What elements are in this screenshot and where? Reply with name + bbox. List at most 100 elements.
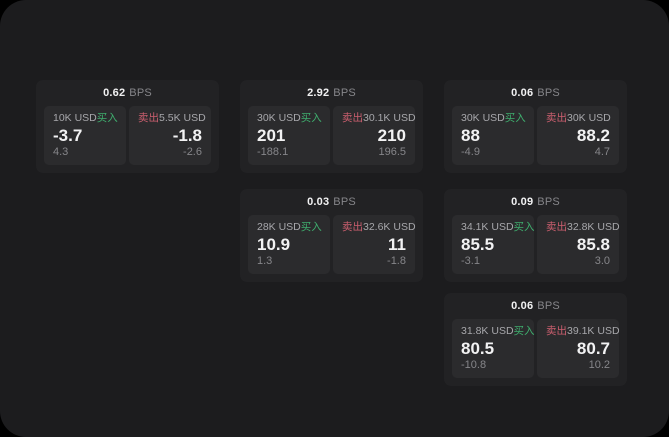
buy-sell-panels: 10K USD 买入 -3.7 4.3 卖出 5.5K USD -1.8 -2.… xyxy=(44,106,211,165)
sell-panel[interactable]: 卖出 32.8K USD 85.8 3.0 xyxy=(537,215,620,274)
quote-card: 0.03 BPS 28K USD 买入 10.9 1.3 卖出 32.6K USD… xyxy=(240,189,423,282)
sell-amount: 32.8K USD xyxy=(567,221,620,233)
sell-panel[interactable]: 卖出 30.1K USD 210 196.5 xyxy=(333,106,416,165)
sell-panel-header: 卖出 39.1K USD xyxy=(546,325,620,338)
buy-price: 88 xyxy=(461,126,480,145)
buy-side-label: 买入 xyxy=(513,221,535,233)
buy-price: 10.9 xyxy=(257,235,291,254)
sell-price: 85.8 xyxy=(576,235,610,254)
sell-delta: 196.5 xyxy=(378,146,406,158)
quote-card: 0.62 BPS 10K USD 买入 -3.7 4.3 卖出 5.5K USD … xyxy=(36,80,219,173)
bps-header: 0.62 BPS xyxy=(44,85,211,101)
sell-price: 210 xyxy=(377,126,406,145)
sell-panel-header: 卖出 5.5K USD xyxy=(138,112,206,125)
buy-panel[interactable]: 28K USD 买入 10.9 1.3 xyxy=(248,215,330,274)
sell-delta: -1.8 xyxy=(387,255,406,267)
buy-price: 80.5 xyxy=(461,339,495,358)
bps-unit-label: BPS xyxy=(537,300,560,312)
buy-delta: -4.9 xyxy=(461,146,480,158)
quote-card: 0.06 BPS 30K USD 买入 88 -4.9 卖出 30K USD 88… xyxy=(444,80,627,173)
sell-panel[interactable]: 卖出 5.5K USD -1.8 -2.6 xyxy=(129,106,211,165)
buy-delta: 4.3 xyxy=(53,146,69,158)
bps-unit-label: BPS xyxy=(333,196,356,208)
sell-panel-header: 卖出 32.6K USD xyxy=(342,221,416,234)
buy-panel[interactable]: 31.8K USD 买入 80.5 -10.8 xyxy=(452,319,535,378)
sell-panel[interactable]: 卖出 30K USD 88.2 4.7 xyxy=(537,106,619,165)
bps-value: 0.62 xyxy=(103,87,126,99)
sell-panel-header: 卖出 30.1K USD xyxy=(342,112,416,125)
quote-card: 2.92 BPS 30K USD 买入 201 -188.1 卖出 30.1K U… xyxy=(240,80,423,173)
sell-panel-header: 卖出 32.8K USD xyxy=(546,221,620,234)
buy-sell-panels: 30K USD 买入 201 -188.1 卖出 30.1K USD 210 1… xyxy=(248,106,416,165)
buy-panel[interactable]: 30K USD 买入 201 -188.1 xyxy=(248,106,330,165)
buy-delta: -10.8 xyxy=(461,359,487,371)
sell-amount: 30K USD xyxy=(567,112,611,124)
bps-unit-label: BPS xyxy=(333,87,356,99)
buy-price: -3.7 xyxy=(53,126,83,145)
bps-header: 2.92 BPS xyxy=(248,85,415,101)
buy-side-label: 买入 xyxy=(504,112,526,124)
buy-sell-panels: 31.8K USD 买入 80.5 -10.8 卖出 39.1K USD 80.… xyxy=(452,319,620,378)
buy-amount: 34.1K USD xyxy=(461,221,514,233)
buy-amount: 10K USD xyxy=(53,112,97,124)
buy-panel-header: 31.8K USD 买入 xyxy=(461,325,535,338)
sell-delta: 10.2 xyxy=(588,359,610,371)
sell-delta: -2.6 xyxy=(183,146,202,158)
buy-price: 85.5 xyxy=(461,235,495,254)
buy-panel-header: 34.1K USD 买入 xyxy=(461,221,535,234)
buy-panel-header: 30K USD 买入 xyxy=(257,112,322,125)
sell-panel[interactable]: 卖出 39.1K USD 80.7 10.2 xyxy=(537,319,620,378)
quote-card: 0.09 BPS 34.1K USD 买入 85.5 -3.1 卖出 32.8K … xyxy=(444,189,627,282)
bps-header: 0.06 BPS xyxy=(452,85,619,101)
bps-header: 0.03 BPS xyxy=(248,194,415,210)
bps-value: 0.03 xyxy=(307,196,330,208)
bps-unit-label: BPS xyxy=(537,196,560,208)
buy-panel-header: 10K USD 买入 xyxy=(53,112,118,125)
buy-panel-header: 28K USD 买入 xyxy=(257,221,322,234)
buy-amount: 28K USD xyxy=(257,221,301,233)
sell-side-label: 卖出 xyxy=(342,112,363,124)
sell-side-label: 卖出 xyxy=(546,221,567,233)
buy-panel[interactable]: 30K USD 买入 88 -4.9 xyxy=(452,106,534,165)
buy-amount: 30K USD xyxy=(257,112,301,124)
bps-header: 0.06 BPS xyxy=(452,298,619,314)
bps-unit-label: BPS xyxy=(537,87,560,99)
sell-panel[interactable]: 卖出 32.6K USD 11 -1.8 xyxy=(333,215,416,274)
sell-side-label: 卖出 xyxy=(342,221,363,233)
buy-amount: 31.8K USD xyxy=(461,325,514,337)
buy-side-label: 买入 xyxy=(300,112,322,124)
buy-delta: -188.1 xyxy=(257,146,289,158)
buy-side-label: 买入 xyxy=(513,325,535,337)
buy-panel[interactable]: 10K USD 买入 -3.7 4.3 xyxy=(44,106,126,165)
bps-unit-label: BPS xyxy=(129,87,152,99)
sell-delta: 4.7 xyxy=(594,146,610,158)
sell-price: -1.8 xyxy=(172,126,202,145)
sell-amount: 32.6K USD xyxy=(363,221,416,233)
sell-side-label: 卖出 xyxy=(138,112,159,124)
sell-delta: 3.0 xyxy=(594,255,610,267)
sell-side-label: 卖出 xyxy=(546,325,567,337)
sell-amount: 5.5K USD xyxy=(159,112,206,124)
buy-side-label: 买入 xyxy=(96,112,118,124)
buy-delta: -3.1 xyxy=(461,255,480,267)
bps-value: 2.92 xyxy=(307,87,330,99)
sell-price: 80.7 xyxy=(576,339,610,358)
sell-price: 11 xyxy=(388,235,406,254)
sell-price: 88.2 xyxy=(576,126,610,145)
buy-delta: 1.3 xyxy=(257,255,273,267)
buy-side-label: 买入 xyxy=(300,221,322,233)
buy-panel-header: 30K USD 买入 xyxy=(461,112,526,125)
buy-panel[interactable]: 34.1K USD 买入 85.5 -3.1 xyxy=(452,215,535,274)
sell-amount: 30.1K USD xyxy=(363,112,416,124)
buy-sell-panels: 30K USD 买入 88 -4.9 卖出 30K USD 88.2 4.7 xyxy=(452,106,619,165)
sell-amount: 39.1K USD xyxy=(567,325,620,337)
quote-card: 0.06 BPS 31.8K USD 买入 80.5 -10.8 卖出 39.1K… xyxy=(444,293,627,386)
bps-value: 0.06 xyxy=(511,87,534,99)
buy-price: 201 xyxy=(257,126,286,145)
bps-value: 0.06 xyxy=(511,300,534,312)
buy-sell-panels: 34.1K USD 买入 85.5 -3.1 卖出 32.8K USD 85.8… xyxy=(452,215,620,274)
sell-side-label: 卖出 xyxy=(546,112,567,124)
buy-amount: 30K USD xyxy=(461,112,505,124)
buy-sell-panels: 28K USD 买入 10.9 1.3 卖出 32.6K USD 11 -1.8 xyxy=(248,215,416,274)
